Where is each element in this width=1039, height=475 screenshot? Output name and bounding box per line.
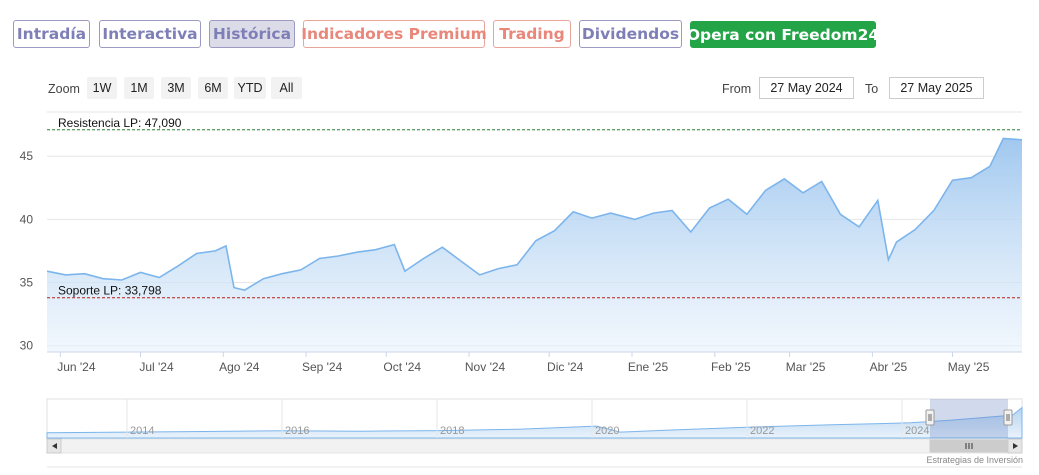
navigator-year-label: 2016 xyxy=(285,425,309,437)
navigator-selection xyxy=(930,399,1008,438)
to-date-input[interactable]: 27 May 2025 xyxy=(889,77,984,99)
chart-credit: Estrategias de Inversión xyxy=(926,455,1023,465)
y-tick-label: 35 xyxy=(20,276,34,290)
x-tick-label: Nov '24 xyxy=(465,360,506,374)
support-label: Soporte LP: 33,798 xyxy=(58,284,162,298)
to-label: To xyxy=(865,82,879,96)
zoom-3m-button[interactable]: 3M xyxy=(161,77,191,99)
tab-trading[interactable]: Trading xyxy=(493,20,571,48)
tab-dividendos[interactable]: Dividendos xyxy=(579,20,682,48)
tab-indicadores-premium[interactable]: Indicadores Premium xyxy=(301,20,487,48)
x-tick-label: May '25 xyxy=(948,360,990,374)
zoom-label: Zoom xyxy=(48,82,80,96)
y-tick-label: 30 xyxy=(20,339,34,353)
x-tick-label: Ene '25 xyxy=(628,360,669,374)
tab-interactiva[interactable]: Interactiva xyxy=(99,20,201,48)
from-label: From xyxy=(722,82,752,96)
zoom-ytd-button[interactable]: YTD xyxy=(234,77,266,99)
zoom-6m-button[interactable]: 6M xyxy=(198,77,228,99)
x-tick-label: Dic '24 xyxy=(547,360,584,374)
tab-historica[interactable]: Histórica xyxy=(209,20,295,48)
x-tick-label: Abr '25 xyxy=(870,360,908,374)
zoom-1m-button[interactable]: 1M xyxy=(124,77,154,99)
scrollbar-track xyxy=(46,438,1023,454)
navigator-year-label: 2024 xyxy=(905,425,929,437)
chevron-right-icon xyxy=(1013,443,1018,449)
navigator-handle-right[interactable] xyxy=(1003,409,1013,426)
zoom-all-button[interactable]: All xyxy=(271,77,302,99)
y-tick-label: 45 xyxy=(20,149,34,163)
resistance-label: Resistencia LP: 47,090 xyxy=(58,116,182,130)
zoom-1w-button[interactable]: 1W xyxy=(87,77,117,99)
x-tick-label: Jul '24 xyxy=(139,360,174,374)
navigator-year-label: 2020 xyxy=(595,425,619,437)
x-tick-label: Feb '25 xyxy=(711,360,751,374)
navigator-year-label: 2018 xyxy=(440,425,464,437)
x-tick-label: Jun '24 xyxy=(57,360,96,374)
x-tick-label: Ago '24 xyxy=(219,360,260,374)
x-tick-label: Mar '25 xyxy=(786,360,826,374)
y-tick-label: 40 xyxy=(20,212,34,226)
price-line xyxy=(46,137,1023,291)
x-tick-label: Oct '24 xyxy=(383,360,421,374)
price-area xyxy=(47,138,1022,352)
from-date-input[interactable]: 27 May 2024 xyxy=(759,77,854,99)
x-tick-label: Sep '24 xyxy=(302,360,343,374)
navigator-year-label: 2014 xyxy=(130,425,154,437)
navigator-series xyxy=(46,406,1023,439)
chevron-left-icon xyxy=(52,443,57,449)
navigator-year-label: 2022 xyxy=(750,425,774,437)
navigator-handle-left[interactable] xyxy=(925,409,935,426)
tab-intradia[interactable]: Intradía xyxy=(13,20,90,48)
freedom24-button[interactable]: Opera con Freedom24 xyxy=(687,21,879,48)
